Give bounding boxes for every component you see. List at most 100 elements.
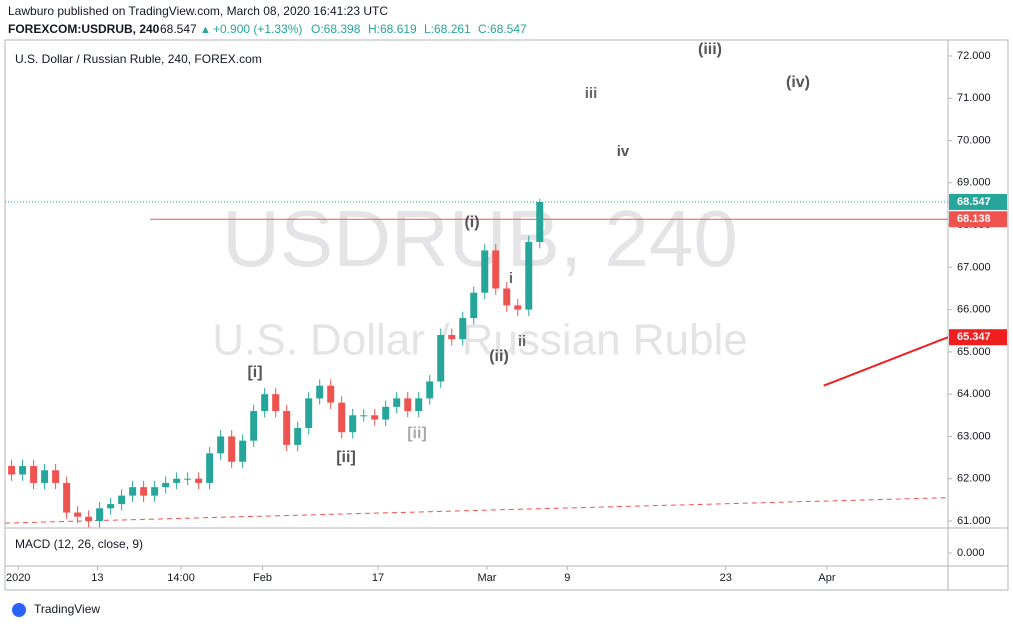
candle-body: [437, 334, 445, 382]
high: H:68.619: [368, 22, 417, 36]
candle-body: [382, 406, 390, 420]
candle-body: [195, 478, 203, 483]
candle-body: [283, 411, 291, 445]
candle-body: [74, 512, 82, 517]
price-label: 68.138: [957, 213, 991, 225]
x-tick-label: 9: [564, 572, 570, 584]
candle-body: [272, 394, 280, 412]
close: C:68.547: [478, 22, 527, 36]
candle-body: [514, 305, 522, 310]
candle-body: [338, 402, 346, 433]
candle-body: [107, 504, 115, 509]
x-tick-label: Apr: [818, 572, 835, 584]
macd-tick-label: 0.000: [957, 547, 985, 559]
candle-body: [217, 436, 225, 454]
candle-body: [470, 292, 478, 319]
watermark: USDRUB, 240: [222, 194, 738, 283]
x-tick-label: Mar: [477, 572, 496, 584]
wave-label: iii: [585, 85, 598, 102]
candle-body: [85, 516, 93, 521]
y-tick-label: 65.000: [957, 346, 991, 358]
x-tick-label: 14:00: [167, 572, 195, 584]
candle-body: [481, 250, 489, 293]
price-label-bg: [949, 193, 1007, 210]
candle-body: [19, 466, 27, 475]
wave-label: (i): [464, 214, 479, 231]
candle-body: [162, 482, 170, 488]
low: L:68.261: [424, 22, 471, 36]
x-tick-label: 13: [91, 572, 103, 584]
trend-line: [823, 336, 949, 387]
price-label-bg: [949, 211, 1007, 228]
candle-body: [404, 398, 412, 412]
candle-body: [63, 482, 71, 513]
candle-body: [239, 440, 247, 462]
y-tick-label: 67.000: [957, 261, 991, 273]
candle-body: [305, 398, 313, 428]
wave-label: i: [509, 270, 513, 287]
open: O:68.398: [311, 22, 361, 36]
candle-body: [52, 470, 60, 483]
price-label: 68.547: [957, 196, 991, 208]
last-price: 68.547: [160, 22, 197, 36]
arrow: ▲: [200, 24, 211, 36]
candle-body: [415, 398, 423, 412]
y-tick-label: 61.000: [957, 515, 991, 527]
change: +0.900 (+1.33%): [213, 22, 302, 36]
wave-label: [i]: [247, 364, 262, 381]
wave-label: iv: [617, 143, 630, 160]
symbol: FOREXCOM:USDRUB, 240: [8, 22, 160, 36]
x-tick-label: 17: [372, 572, 384, 584]
candle-body: [316, 385, 324, 399]
candle-body: [140, 487, 148, 496]
wave-label: (iv): [786, 74, 810, 91]
frame: [4, 39, 1009, 591]
candle-body: [41, 470, 49, 483]
wave-label: (ii): [489, 348, 509, 365]
logo: [12, 603, 26, 617]
candle-body: [250, 411, 258, 441]
candle-body: [184, 478, 192, 480]
candle-body: [327, 385, 335, 403]
candle-body: [503, 288, 511, 306]
price-label-bg: [949, 329, 1007, 346]
candle-body: [129, 487, 137, 496]
candle-body: [393, 398, 401, 407]
candle-body: [173, 478, 181, 483]
y-tick-label: 72.000: [957, 50, 991, 62]
candle-body: [349, 415, 357, 433]
x-tick-label: Feb: [253, 572, 272, 584]
candle-body: [360, 415, 368, 417]
candle-body: [492, 250, 500, 289]
wave-label: (iii): [698, 41, 722, 58]
y-tick-label: 70.000: [957, 134, 991, 146]
published: Lawburo published on TradingView.com, Ma…: [8, 4, 388, 18]
candle-body: [448, 334, 456, 340]
chart-title: U.S. Dollar / Russian Ruble, 240, FOREX.…: [15, 52, 262, 66]
y-tick-label: 63.000: [957, 430, 991, 442]
x-tick-label: 23: [720, 572, 732, 584]
price-label: 65.347: [957, 331, 991, 343]
candle-body: [371, 415, 379, 420]
candle-body: [294, 427, 302, 445]
candle-body: [536, 201, 544, 242]
watermark: U.S. Dollar / Russian Ruble: [212, 316, 748, 365]
y-tick-label: 66.000: [957, 304, 991, 316]
candle-body: [426, 381, 434, 399]
candle-body: [459, 318, 467, 340]
wave-label: [ii]: [407, 425, 427, 442]
y-tick-label: 64.000: [957, 388, 991, 400]
wave-label: ii: [518, 333, 526, 350]
candle-body: [118, 495, 126, 505]
brand: TradingView: [34, 602, 100, 616]
y-tick-label: 62.000: [957, 473, 991, 485]
candle-body: [30, 466, 38, 483]
wave-label: [ii]: [336, 449, 356, 466]
candle-body: [525, 241, 533, 310]
y-tick-label: 69.000: [957, 177, 991, 189]
candle-body: [206, 453, 214, 483]
macd-label: MACD (12, 26, close, 9): [15, 537, 143, 551]
